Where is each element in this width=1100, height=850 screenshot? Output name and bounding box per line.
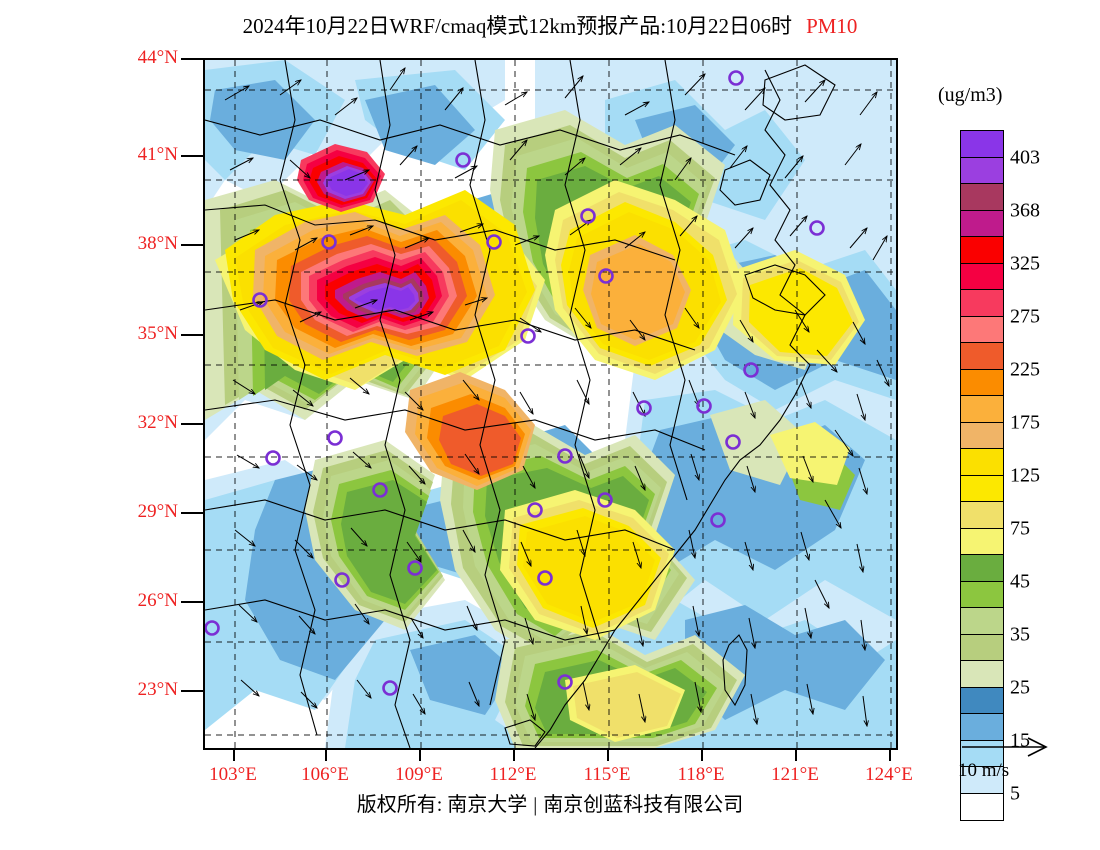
wind-scale-label: 10 m/s: [958, 760, 1010, 781]
colorbar-tick-label: 45: [1010, 570, 1030, 593]
colorbar[interactable]: [960, 130, 1004, 821]
colorbar-units-label: (ug/m3): [938, 84, 1003, 106]
colorbar-cell: [961, 634, 1003, 661]
colorbar-cell: [961, 263, 1003, 290]
colorbar-cell: [961, 369, 1003, 396]
lon-tick-103e: [233, 750, 235, 761]
colorbar-cell: [961, 608, 1003, 635]
colorbar-tick-label: 75: [1010, 517, 1030, 540]
lon-tick-118e: [701, 750, 703, 761]
colorbar-cell: [961, 528, 1003, 555]
lat-label-23n: 23°N: [137, 679, 178, 700]
lon-label-103e: 103°E: [209, 764, 257, 785]
lat-label-32n: 32°N: [137, 412, 178, 433]
title-species-label: PM10: [806, 14, 858, 38]
lon-tick-124e: [889, 750, 891, 761]
colorbar-cell: [961, 581, 1003, 608]
copyright-footer: 版权所有: 南京大学 | 南京创蓝科技有限公司: [0, 788, 1100, 817]
lat-tick-41n: [181, 155, 203, 157]
colorbar-cell: [961, 184, 1003, 211]
colorbar-cell: [961, 767, 1003, 794]
lat-tick-44n: [181, 58, 203, 60]
colorbar-cell: [961, 237, 1003, 264]
lon-label-124e: 124°E: [865, 764, 913, 785]
colorbar-cell: [961, 131, 1003, 158]
lon-tick-106e: [325, 750, 327, 761]
lon-label-118e: 118°E: [677, 764, 725, 785]
lon-label-106e: 106°E: [301, 764, 349, 785]
colorbar-cell: [961, 475, 1003, 502]
page-title: 2024年10月22日WRF/cmaq模式12km预报产品:10月22日06时 P…: [0, 10, 1100, 40]
colorbar-cell: [961, 396, 1003, 423]
colorbar-tick-label: 125: [1010, 464, 1040, 487]
copyright-text: 版权所有: 南京大学: [356, 794, 528, 816]
lon-label-115e: 115°E: [583, 764, 631, 785]
lon-tick-115e: [607, 750, 609, 761]
lat-tick-38n: [181, 244, 203, 246]
colorbar-cell: [961, 449, 1003, 476]
lat-tick-23n: [181, 690, 203, 692]
colorbar-cell: [961, 793, 1003, 820]
colorbar-cell: [961, 422, 1003, 449]
title-main-text: 2024年10月22日WRF/cmaq模式12km预报产品:10月22日06时: [242, 14, 793, 38]
company-text: 南京创蓝科技有限公司: [543, 794, 744, 816]
lon-tick-112e: [513, 750, 515, 761]
colorbar-tick-label: 25: [1010, 676, 1030, 699]
colorbar-cell: [961, 740, 1003, 767]
lat-label-44n: 44°N: [137, 47, 178, 68]
lat-label-41n: 41°N: [137, 144, 178, 165]
lon-label-112e: 112°E: [489, 764, 537, 785]
colorbar-tick-label: 15: [1010, 729, 1030, 752]
lon-tick-121e: [795, 750, 797, 761]
lon-tick-109e: [419, 750, 421, 761]
colorbar-cell: [961, 661, 1003, 688]
colorbar-cell: [961, 157, 1003, 184]
lon-label-121e: 121°E: [771, 764, 819, 785]
colorbar-cell: [961, 714, 1003, 741]
colorbar-tick-label: 35: [1010, 623, 1030, 646]
colorbar-tick-label: 175: [1010, 411, 1040, 434]
colorbar-tick-label: 325: [1010, 252, 1040, 275]
colorbar-cell: [961, 555, 1003, 582]
colorbar-cell: [961, 502, 1003, 529]
lat-label-35n: 35°N: [137, 323, 178, 344]
wind-vector-field: [224, 68, 889, 726]
footer-separator: |: [533, 794, 538, 816]
lat-label-29n: 29°N: [137, 501, 178, 522]
colorbar-tick-label: 225: [1010, 358, 1040, 381]
pm10-concentration-field: [205, 60, 896, 748]
colorbar-tick-label: 403: [1010, 146, 1040, 169]
map-plot-area[interactable]: [203, 58, 898, 750]
colorbar-tick-label: 368: [1010, 199, 1040, 222]
station-markers: [205, 70, 825, 696]
colorbar-cell: [961, 290, 1003, 317]
colorbar-tick-label: 275: [1010, 305, 1040, 328]
lat-tick-35n: [181, 334, 203, 336]
lat-tick-29n: [181, 512, 203, 514]
lat-tick-26n: [181, 601, 203, 603]
colorbar-tick-label: 5: [1010, 782, 1020, 805]
lat-label-38n: 38°N: [137, 233, 178, 254]
colorbar-cell: [961, 316, 1003, 343]
wind-scale-legend: 10 m/s: [958, 736, 1088, 788]
colorbar-cell: [961, 343, 1003, 370]
colorbar-cell: [961, 210, 1003, 237]
colorbar-cell: [961, 687, 1003, 714]
lat-label-26n: 26°N: [137, 590, 178, 611]
wind-arrow-icon: [962, 737, 1048, 757]
coastline-boundaries: [205, 60, 836, 748]
lat-tick-32n: [181, 423, 203, 425]
lon-label-109e: 109°E: [395, 764, 443, 785]
